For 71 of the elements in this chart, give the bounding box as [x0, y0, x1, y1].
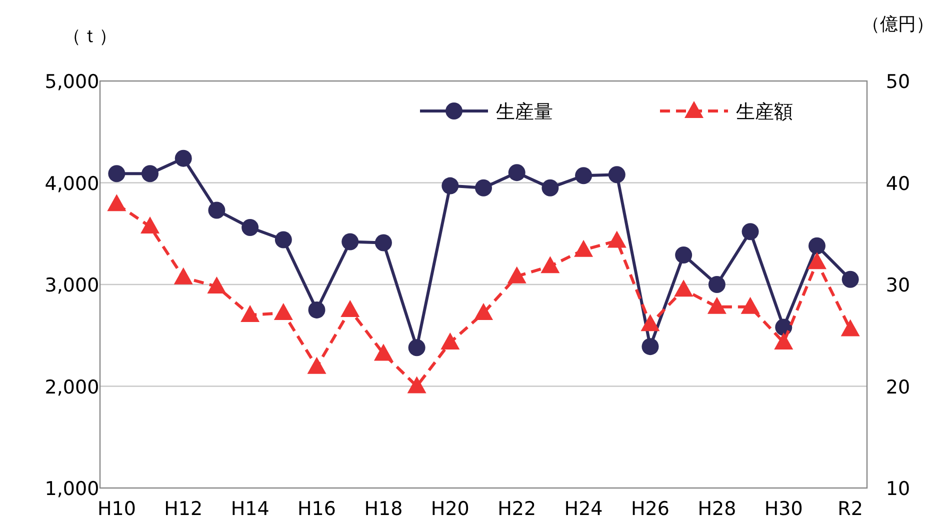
- point: [642, 338, 659, 356]
- x-tick-label: H22: [498, 498, 536, 520]
- x-tick-label: H30: [764, 498, 803, 520]
- point: [108, 165, 126, 182]
- x-tick-label: H12: [164, 498, 203, 520]
- point: [508, 164, 526, 182]
- y-tick-label: 4,000: [44, 172, 100, 195]
- point: [575, 167, 592, 184]
- point: [507, 266, 526, 284]
- y2-tick-label: 50: [886, 71, 910, 93]
- point: [474, 302, 493, 320]
- x-tick-label: H26: [631, 498, 670, 520]
- y2-tick-label: 20: [886, 376, 910, 398]
- point: [542, 179, 559, 196]
- y2-tick-label: 10: [886, 478, 910, 500]
- point: [242, 219, 259, 236]
- y-tick-label: 1,000: [44, 478, 100, 500]
- point: [807, 252, 826, 270]
- point: [342, 233, 359, 250]
- x-tick-label: H28: [698, 498, 736, 520]
- point: [842, 270, 859, 288]
- point: [808, 237, 826, 254]
- point: [574, 240, 594, 257]
- y2-axis-title: （億円）: [862, 14, 934, 35]
- point: [640, 314, 660, 332]
- legend-label: 生産量: [496, 101, 553, 123]
- point: [307, 356, 326, 374]
- point: [408, 339, 426, 356]
- point: [208, 202, 226, 219]
- point: [207, 276, 226, 294]
- point: [442, 177, 459, 194]
- y-tick-label: 2,000: [44, 376, 100, 398]
- point: [675, 246, 692, 264]
- point: [674, 280, 694, 297]
- y-tick-label: 5,000: [44, 71, 100, 93]
- point: [107, 194, 126, 212]
- point: [475, 179, 492, 196]
- x-tick-label: H24: [564, 498, 603, 520]
- x-tick-label: H14: [230, 498, 270, 520]
- point: [174, 150, 192, 167]
- point: [240, 305, 260, 322]
- y-tick-label: 3,000: [44, 274, 100, 296]
- point: [607, 230, 626, 248]
- point: [274, 231, 292, 248]
- x-tick-label: H10: [97, 498, 136, 520]
- x-tick-label: H18: [364, 498, 403, 520]
- point: [274, 302, 293, 320]
- point: [308, 301, 326, 318]
- point: [374, 234, 392, 252]
- point: [142, 165, 159, 182]
- point: [608, 166, 626, 184]
- point: [707, 296, 726, 314]
- point: [540, 256, 560, 274]
- point: [440, 332, 460, 350]
- legend-label: 生産額: [736, 101, 793, 123]
- x-tick-label: H16: [298, 498, 336, 520]
- y-axis-title: （ｔ）: [63, 26, 117, 47]
- point: [140, 216, 160, 234]
- point: [407, 376, 426, 394]
- point: [340, 300, 360, 317]
- point: [374, 344, 393, 361]
- y2-tick-label: 30: [886, 274, 910, 296]
- point: [740, 296, 760, 314]
- x-tick-label: R2: [838, 498, 863, 520]
- y2-tick-label: 40: [886, 172, 910, 195]
- point: [174, 267, 193, 284]
- point: [742, 223, 759, 240]
- x-tick-label: H20: [430, 498, 470, 520]
- point: [840, 319, 860, 336]
- point: [774, 332, 794, 350]
- point: [708, 276, 726, 293]
